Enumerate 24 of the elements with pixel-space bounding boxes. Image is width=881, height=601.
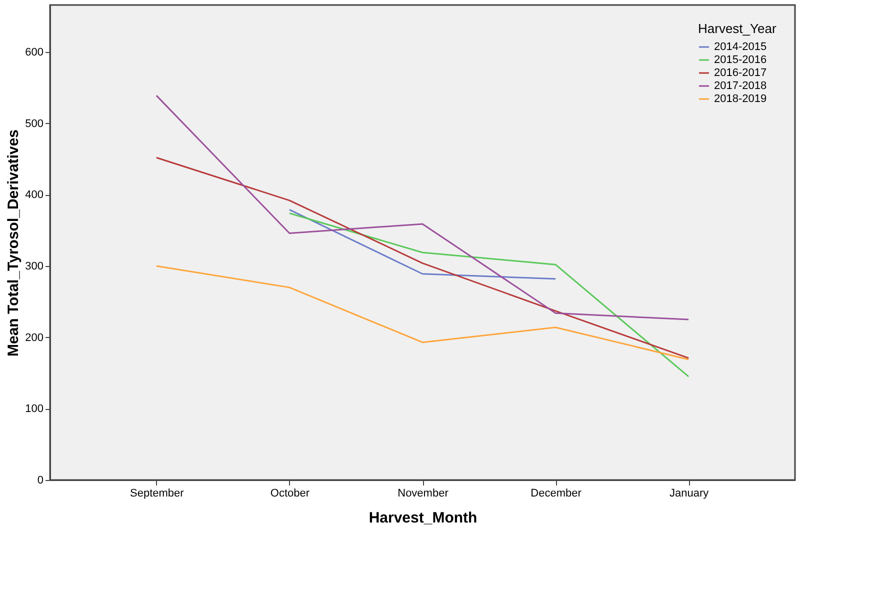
x-tick-label: December (530, 488, 582, 500)
x-tick-label: September (130, 488, 184, 500)
y-axis-title: Mean Total_Tyrosol_Derivatives (5, 129, 22, 357)
y-tick-label: 400 (25, 189, 44, 202)
line-series (156, 265, 690, 360)
y-tick-label: 0 (37, 474, 44, 486)
y-tick-label: 500 (25, 118, 44, 130)
legend-title: Harvest_Year (698, 21, 777, 36)
x-tick-label: November (398, 488, 449, 500)
y-tick-label: 300 (25, 260, 44, 273)
legend-label: 2015-2016 (714, 54, 767, 66)
legend-label: 2016-2017 (714, 67, 767, 79)
line-series (156, 94, 690, 320)
line-series (288, 212, 690, 378)
line-series (156, 156, 690, 359)
x-tick-label: January (670, 488, 710, 500)
y-tick-label: 200 (25, 332, 44, 344)
legend-label: 2017-2018 (714, 80, 767, 92)
legend-label: 2018-2019 (714, 93, 767, 105)
y-tick-label: 600 (25, 46, 44, 59)
legend-label: 2014-2015 (714, 41, 767, 53)
y-tick-label: 100 (25, 403, 44, 416)
x-tick-label: October (270, 488, 310, 500)
x-axis-title: Harvest_Month (368, 510, 478, 526)
